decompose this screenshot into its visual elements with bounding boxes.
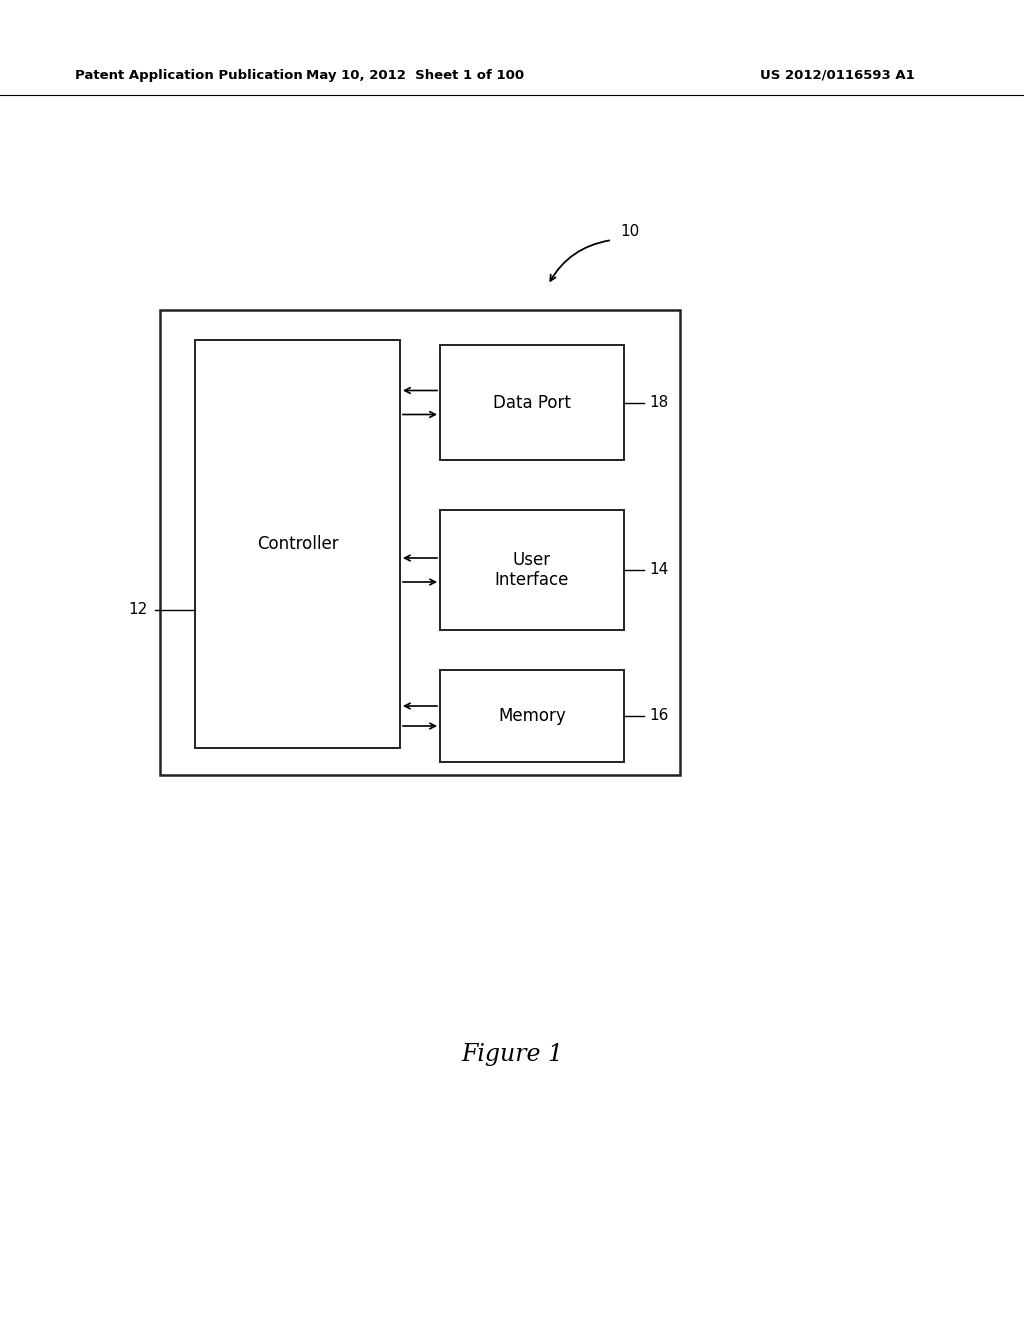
Text: Patent Application Publication: Patent Application Publication xyxy=(75,69,303,82)
Text: 12: 12 xyxy=(128,602,147,618)
Bar xyxy=(440,345,624,459)
Text: Interface: Interface xyxy=(495,572,569,589)
Bar xyxy=(195,341,400,748)
Text: Controller: Controller xyxy=(257,535,338,553)
Text: Figure 1: Figure 1 xyxy=(461,1044,563,1067)
Text: 16: 16 xyxy=(649,709,669,723)
Text: 14: 14 xyxy=(649,562,669,578)
Text: Memory: Memory xyxy=(498,708,566,725)
Text: Data Port: Data Port xyxy=(494,393,571,412)
Text: US 2012/0116593 A1: US 2012/0116593 A1 xyxy=(760,69,914,82)
Bar xyxy=(440,510,624,630)
Text: 18: 18 xyxy=(649,395,669,411)
Bar xyxy=(440,671,624,762)
Text: 10: 10 xyxy=(620,224,639,239)
Text: May 10, 2012  Sheet 1 of 100: May 10, 2012 Sheet 1 of 100 xyxy=(306,69,524,82)
Bar xyxy=(160,310,680,775)
Text: User: User xyxy=(513,550,551,569)
